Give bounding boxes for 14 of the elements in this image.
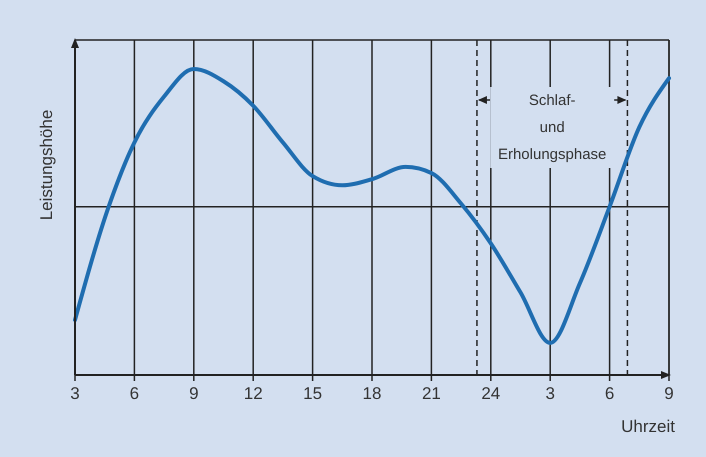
x-tick-label: 3 <box>545 384 555 403</box>
y-axis-title: Leistungshöhe <box>37 110 56 220</box>
x-axis-title: Uhrzeit <box>621 417 676 436</box>
annotation: Schlaf- und Erholungsphase <box>498 92 606 163</box>
x-tick-label: 21 <box>422 384 441 403</box>
x-tick-label: 18 <box>362 384 382 403</box>
x-tick-label: 6 <box>130 384 140 403</box>
x-tick-label: 3 <box>70 384 80 403</box>
x-tick-label: 24 <box>481 384 500 403</box>
x-tick-label: 12 <box>244 384 263 403</box>
x-tick-label: 6 <box>604 384 614 403</box>
x-tick-label: 9 <box>189 384 199 403</box>
x-tick-label: 15 <box>303 384 322 403</box>
x-tick-label: 9 <box>664 384 674 403</box>
